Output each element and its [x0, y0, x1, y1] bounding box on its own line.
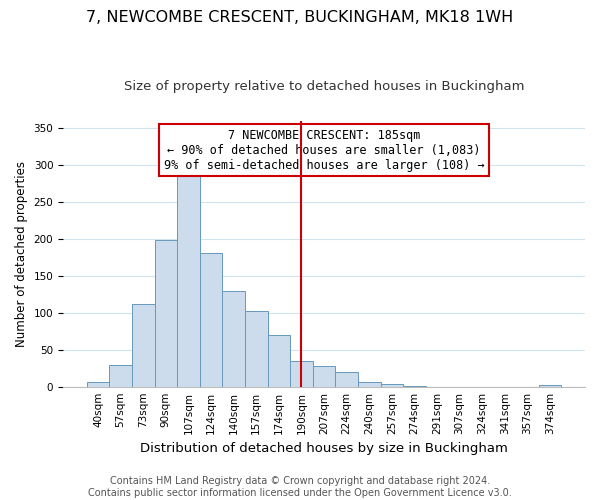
Bar — [380, 384, 403, 386]
Bar — [290, 361, 313, 386]
Text: 7, NEWCOMBE CRESCENT, BUCKINGHAM, MK18 1WH: 7, NEWCOMBE CRESCENT, BUCKINGHAM, MK18 1… — [86, 10, 514, 25]
Text: 7 NEWCOMBE CRESCENT: 185sqm
← 90% of detached houses are smaller (1,083)
9% of s: 7 NEWCOMBE CRESCENT: 185sqm ← 90% of det… — [164, 128, 484, 172]
Bar — [155, 240, 177, 386]
Bar — [200, 253, 223, 386]
Y-axis label: Number of detached properties: Number of detached properties — [15, 160, 28, 346]
Bar — [313, 366, 335, 386]
Bar — [87, 382, 109, 386]
Text: Contains HM Land Registry data © Crown copyright and database right 2024.
Contai: Contains HM Land Registry data © Crown c… — [88, 476, 512, 498]
Title: Size of property relative to detached houses in Buckingham: Size of property relative to detached ho… — [124, 80, 524, 93]
Bar — [245, 310, 268, 386]
Bar — [132, 304, 155, 386]
Bar — [268, 335, 290, 386]
Bar — [177, 170, 200, 386]
Bar — [539, 385, 561, 386]
Bar — [335, 372, 358, 386]
Bar — [358, 382, 380, 386]
Bar — [223, 290, 245, 386]
X-axis label: Distribution of detached houses by size in Buckingham: Distribution of detached houses by size … — [140, 442, 508, 455]
Bar — [109, 364, 132, 386]
